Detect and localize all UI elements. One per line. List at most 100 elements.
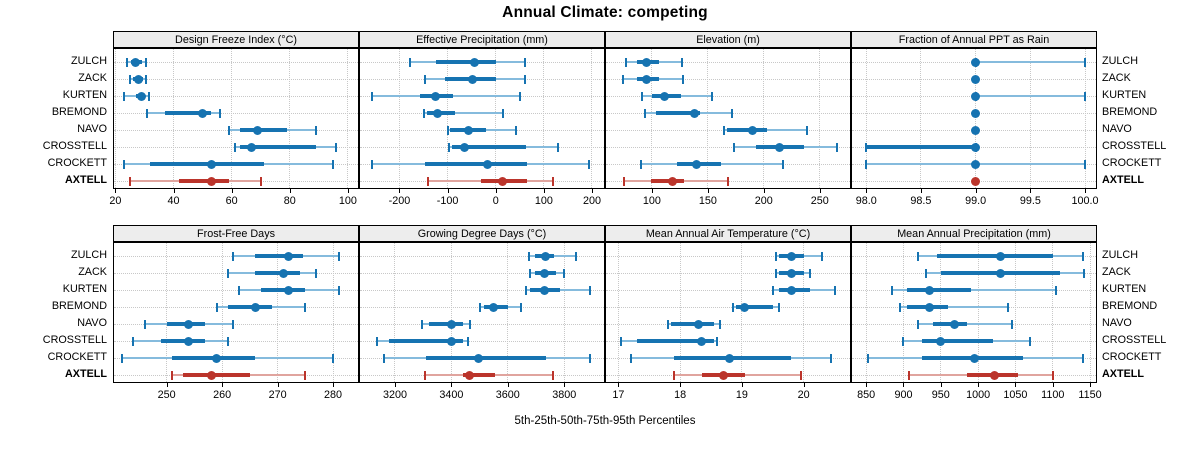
whisker-cap-95th	[731, 109, 734, 118]
median-dot	[247, 142, 257, 152]
median-dot	[460, 142, 470, 152]
axis-tick	[333, 383, 335, 387]
panel-plot-area	[851, 48, 1097, 189]
gridline-vertical	[332, 243, 334, 382]
whisker-cap-5th	[422, 109, 425, 118]
axis-tick-label: 60	[225, 195, 238, 207]
whisker-cap-95th	[682, 75, 685, 84]
whisker-cap-5th	[423, 75, 426, 84]
whisker-cap-95th	[563, 269, 566, 278]
median-dot	[539, 285, 549, 295]
median-dot	[971, 142, 981, 152]
panel-title: Design Freeze Index (°C)	[175, 33, 297, 46]
median-dot	[198, 108, 208, 118]
median-dot	[278, 268, 288, 278]
axis-tick-label: 250	[157, 389, 176, 401]
axis-tick-label: 20	[797, 389, 810, 401]
axis-tick-label: 950	[931, 389, 950, 401]
axis-tick	[940, 383, 942, 387]
whisker-cap-95th	[1083, 269, 1086, 278]
whisker-cap-5th	[427, 177, 430, 186]
row-label-left: KURTEN	[62, 283, 107, 295]
interval-25-75	[656, 111, 700, 115]
whisker-cap-95th	[1084, 58, 1087, 67]
median-dot	[539, 268, 549, 278]
whisker-cap-5th	[867, 354, 870, 363]
gridline-vertical	[495, 49, 497, 188]
whisker-cap-95th	[799, 371, 802, 380]
whisker-cap-95th	[147, 92, 150, 101]
whisker-cap-95th	[219, 109, 222, 118]
whisker-cap-95th	[232, 320, 235, 329]
row-label-left: BREMOND	[51, 300, 107, 312]
axis-tick	[651, 189, 653, 193]
gridline-vertical	[679, 243, 681, 382]
median-dot	[971, 159, 981, 169]
whisker-cap-5th	[865, 160, 868, 169]
axis-tick	[1090, 383, 1092, 387]
whisker-cap-5th	[128, 177, 131, 186]
gridline-vertical	[977, 243, 979, 382]
gridline-horizontal	[606, 95, 850, 97]
row-label-right: AXTELL	[1102, 174, 1144, 186]
median-dot	[925, 285, 935, 295]
gridline-horizontal	[114, 112, 358, 114]
axis-tick	[763, 189, 765, 193]
axis-tick-label: 200	[754, 195, 773, 207]
whisker-cap-95th	[1051, 371, 1054, 380]
gridline-horizontal	[114, 95, 358, 97]
whisker-cap-5th	[774, 252, 777, 261]
median-dot	[692, 159, 702, 169]
axis-tick	[1085, 189, 1087, 193]
whisker-cap-5th	[622, 177, 625, 186]
panel-plot-area	[359, 48, 605, 189]
row-label-right: NAVO	[1102, 123, 1132, 135]
row-label-left: ZACK	[78, 266, 107, 278]
whisker-cap-5th	[132, 337, 135, 346]
whisker-cap-95th	[335, 143, 338, 152]
row-label-left: CROSSTELL	[42, 140, 107, 152]
row-label-right: KURTEN	[1102, 89, 1147, 101]
axis-tick	[451, 383, 453, 387]
gridline-vertical	[231, 49, 233, 188]
axis-tick-label: 1100	[1041, 389, 1065, 401]
row-label-right: ZULCH	[1102, 249, 1138, 261]
whisker-cap-95th	[259, 177, 262, 186]
axis-tick-label: 3400	[439, 389, 464, 401]
median-dot	[971, 91, 981, 101]
axis-tick	[543, 189, 545, 193]
axis-tick	[707, 189, 709, 193]
median-dot	[995, 268, 1005, 278]
axis-tick	[975, 189, 977, 193]
gridline-horizontal	[360, 255, 604, 257]
gridline-vertical	[1089, 243, 1091, 382]
interval-25-75	[161, 339, 206, 343]
axis-tick-label: 100	[642, 195, 661, 207]
gridline-vertical	[591, 49, 593, 188]
axis-tick-label: -100	[436, 195, 459, 207]
axis-tick	[289, 189, 291, 193]
whisker-cap-5th	[227, 126, 230, 135]
whisker-cap-95th	[144, 58, 147, 67]
gridline-horizontal	[606, 146, 850, 148]
axis-tick	[447, 189, 449, 193]
row-label-left: CROCKETT	[47, 351, 107, 363]
median-dot	[718, 370, 728, 380]
median-dot	[184, 336, 194, 346]
axis-tick	[920, 189, 922, 193]
median-dot	[206, 370, 216, 380]
whisker-cap-95th	[468, 320, 471, 329]
row-label-left: AXTELL	[65, 174, 107, 186]
interval-25-75	[426, 356, 546, 360]
median-dot	[464, 125, 474, 135]
row-label-left: CROCKETT	[47, 157, 107, 169]
x-axis-caption: 5th-25th-50th-75th-95th Percentiles	[514, 415, 696, 427]
whisker-cap-5th	[478, 303, 481, 312]
axis-tick-label: 1150	[1078, 389, 1102, 401]
axis-tick-label: 850	[857, 389, 876, 401]
whisker-cap-95th	[1029, 337, 1032, 346]
gridline-horizontal	[360, 323, 604, 325]
median-dot	[473, 353, 483, 363]
interval-25-75	[636, 339, 715, 343]
median-dot	[284, 285, 294, 295]
